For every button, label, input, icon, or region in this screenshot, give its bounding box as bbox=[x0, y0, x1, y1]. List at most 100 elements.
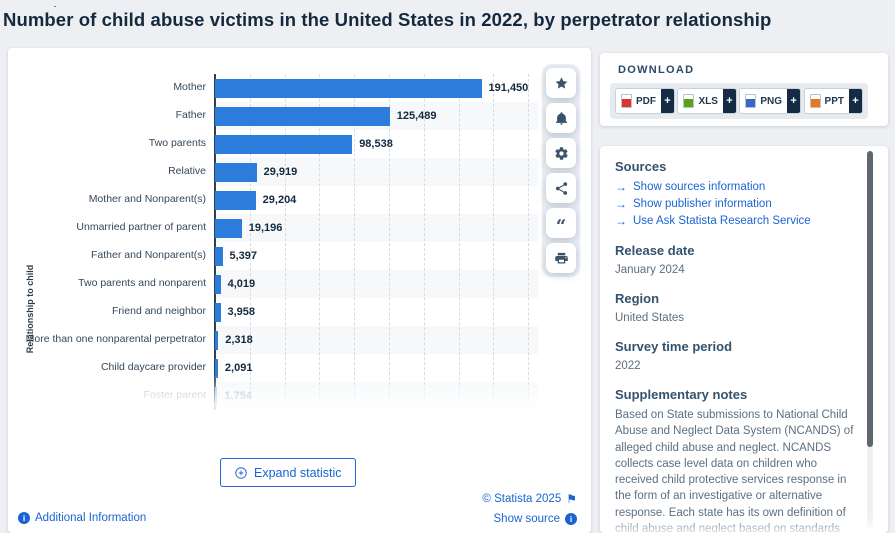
plus-icon: + bbox=[661, 89, 674, 113]
bell-button[interactable] bbox=[546, 103, 576, 133]
category-label: Father and Nonparent(s) bbox=[91, 249, 206, 262]
show-source-label: Show source bbox=[493, 513, 560, 525]
supplementary-notes-heading: Supplementary notes bbox=[615, 387, 748, 402]
star-button[interactable] bbox=[546, 68, 576, 98]
bar-area: 29,204 bbox=[215, 190, 538, 210]
chart-row: Unmarried partner of parent 19,196 bbox=[16, 214, 538, 242]
value-label: 3,958 bbox=[227, 306, 256, 318]
bar[interactable] bbox=[215, 78, 482, 98]
info-circle-icon: i bbox=[18, 512, 30, 524]
quote-icon: “ bbox=[555, 216, 567, 237]
flag-icon: ⚑ bbox=[566, 492, 577, 506]
bar-area: 4,019 bbox=[215, 274, 538, 294]
bar[interactable] bbox=[215, 106, 390, 126]
chart-row: Mother and Nonparent(s) 29,204 bbox=[16, 186, 538, 214]
share-button[interactable] bbox=[546, 173, 576, 203]
source-link-label: Show publisher information bbox=[633, 198, 772, 210]
gear-button[interactable] bbox=[546, 138, 576, 168]
info-panel-scrollbar-thumb[interactable] bbox=[867, 151, 873, 447]
arrow-right-icon: → bbox=[615, 214, 627, 228]
gridline bbox=[319, 74, 321, 410]
source-link-1[interactable]: → Show sources information bbox=[615, 179, 854, 196]
bar[interactable] bbox=[215, 218, 242, 238]
bar[interactable] bbox=[215, 330, 219, 350]
bar[interactable] bbox=[215, 274, 221, 294]
gridline bbox=[249, 74, 251, 410]
copyright-label: © Statista 2025 bbox=[482, 493, 562, 505]
page-title: Number of child abuse victims in the Uni… bbox=[3, 9, 772, 30]
plus-icon: + bbox=[722, 89, 736, 113]
info-card-fade bbox=[600, 517, 888, 533]
info-card: Sources → Show sources information → Show p… bbox=[600, 146, 888, 533]
region-heading: Region bbox=[615, 291, 660, 306]
bar-area: 3,958 bbox=[215, 302, 538, 322]
category-label: Child daycare provider bbox=[100, 361, 206, 374]
bar-chart: Mother 191,450 Father 125,489 Two parents 98,… bbox=[8, 74, 548, 426]
info-circle-icon: i bbox=[565, 513, 577, 525]
download-ppt-button[interactable]: PPT + bbox=[803, 88, 863, 114]
download-button-label: PNG bbox=[760, 95, 783, 107]
share-icon bbox=[555, 181, 567, 195]
release-date-heading: Release date bbox=[615, 243, 695, 258]
bar-area: 125,489 bbox=[215, 106, 538, 126]
bar[interactable] bbox=[215, 190, 256, 210]
download-png-button[interactable]: PNG + bbox=[739, 88, 802, 114]
bar-area: 5,397 bbox=[215, 246, 538, 266]
bar-area: 191,450 bbox=[215, 78, 538, 98]
chart-axis-line bbox=[214, 74, 216, 410]
xls-file-icon bbox=[683, 94, 695, 108]
chart-row: More than one nonparental perpetrator 2,3… bbox=[16, 326, 538, 354]
print-icon bbox=[554, 252, 568, 263]
download-heading: DOWNLOAD bbox=[618, 64, 695, 76]
download-button-label: XLS bbox=[698, 95, 718, 107]
circle-plus-icon bbox=[235, 466, 247, 479]
show-source-link[interactable]: Show source i bbox=[494, 513, 577, 525]
source-link-label: Use Ask Statista Research Service bbox=[633, 215, 811, 227]
statista-copyright-link[interactable]: © Statista 2025 ⚑ bbox=[482, 492, 577, 506]
value-label: 191,450 bbox=[488, 82, 529, 94]
survey-time-period-heading: Survey time period bbox=[615, 339, 733, 354]
gridline bbox=[423, 74, 425, 410]
value-label: 5,397 bbox=[229, 250, 258, 262]
star-icon bbox=[555, 76, 567, 89]
bar[interactable] bbox=[215, 302, 221, 322]
print-button[interactable] bbox=[546, 243, 576, 273]
chart-row: Father and Nonparent(s) 5,397 bbox=[16, 242, 538, 270]
category-label: More than one nonparental perpetrator bbox=[25, 333, 206, 346]
source-link-2[interactable]: → Show publisher information bbox=[615, 196, 854, 213]
bar[interactable] bbox=[215, 134, 353, 154]
chart-row: Relative 29,919 bbox=[16, 158, 538, 186]
chart-row: Mother 191,450 bbox=[16, 74, 538, 102]
ppt-file-icon bbox=[809, 94, 821, 108]
row-stripe bbox=[215, 158, 538, 186]
value-label: 29,919 bbox=[263, 166, 298, 178]
quote-button[interactable]: “ bbox=[546, 208, 576, 238]
chart-toolbar: “ bbox=[542, 64, 580, 277]
value-label: 2,091 bbox=[224, 362, 253, 374]
download-pdf-button[interactable]: PDF + bbox=[615, 88, 675, 114]
source-link-3[interactable]: → Use Ask Statista Research Service bbox=[615, 213, 854, 230]
bar[interactable] bbox=[215, 358, 218, 378]
region-value: United States bbox=[615, 312, 685, 324]
bar-area: 2,318 bbox=[215, 330, 538, 350]
value-label: 98,538 bbox=[359, 138, 393, 150]
bar-area: 19,196 bbox=[215, 218, 538, 238]
row-stripe bbox=[215, 270, 538, 298]
gridline bbox=[354, 74, 356, 410]
value-label: 125,489 bbox=[396, 110, 437, 122]
sources-heading: Sources bbox=[615, 159, 667, 174]
chart-row: Two parents 98,538 bbox=[16, 130, 538, 158]
bar[interactable] bbox=[215, 162, 257, 182]
additional-information-label: Additional Information bbox=[35, 512, 147, 524]
row-stripe bbox=[215, 326, 538, 354]
png-file-icon bbox=[745, 94, 757, 108]
category-label: Two parents bbox=[148, 137, 206, 150]
bar-area: 98,538 bbox=[215, 134, 538, 154]
pdf-file-icon bbox=[621, 94, 632, 108]
bar[interactable] bbox=[215, 246, 223, 266]
chart-card: Relationship to child Mother 191,450 Fathe… bbox=[8, 48, 591, 533]
expand-statistic-button[interactable]: Expand statistic bbox=[220, 458, 356, 487]
additional-information-link[interactable]: i Additional Information bbox=[18, 512, 146, 524]
plus-icon: + bbox=[848, 89, 862, 113]
download-xls-button[interactable]: XLS + bbox=[677, 88, 737, 114]
